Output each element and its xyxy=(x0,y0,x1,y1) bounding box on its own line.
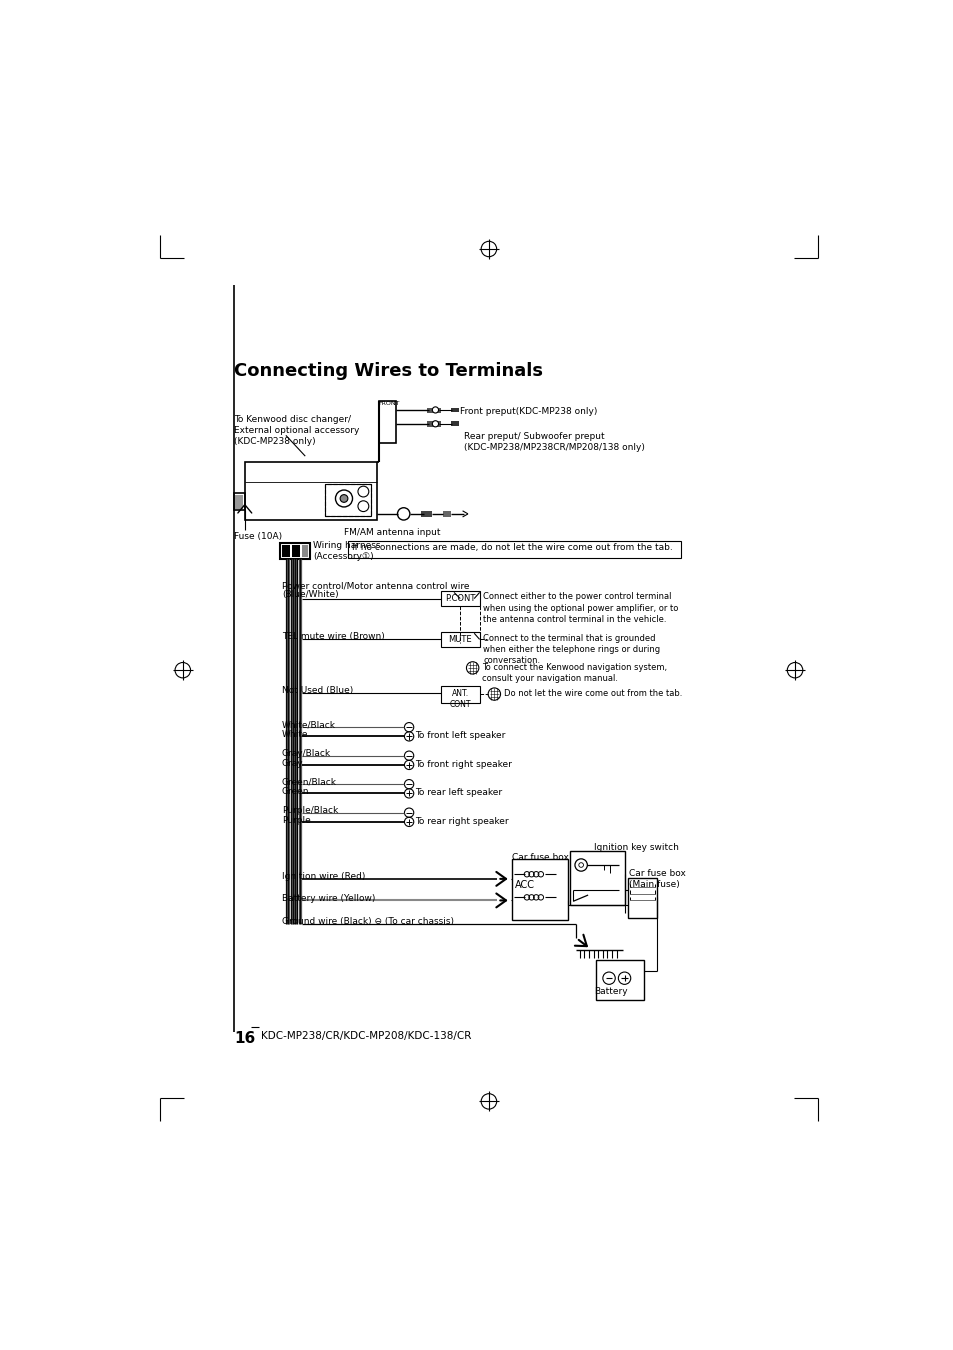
Text: FRONT: FRONT xyxy=(378,401,400,406)
Bar xyxy=(440,632,479,647)
Text: FM/AM antenna input: FM/AM antenna input xyxy=(344,528,440,537)
Text: Connect to the terminal that is grounded
when either the telephone rings or duri: Connect to the terminal that is grounded… xyxy=(483,634,659,666)
Bar xyxy=(440,591,479,606)
Text: Car fuse box: Car fuse box xyxy=(511,853,568,861)
Bar xyxy=(302,544,308,558)
Text: Car fuse box
(Main fuse): Car fuse box (Main fuse) xyxy=(629,869,685,888)
Bar xyxy=(280,543,310,559)
Text: Not Used (Blue): Not Used (Blue) xyxy=(282,686,353,695)
Text: To rear right speaker: To rear right speaker xyxy=(415,817,508,825)
Text: Do not let the wire come out from the tab.: Do not let the wire come out from the ta… xyxy=(503,688,681,698)
Circle shape xyxy=(432,421,438,427)
Bar xyxy=(233,493,245,510)
Bar xyxy=(570,850,624,904)
Text: Gray: Gray xyxy=(282,759,303,768)
Bar xyxy=(427,408,440,413)
Text: ACC: ACC xyxy=(514,880,534,891)
Text: P.CONT: P.CONT xyxy=(445,594,475,603)
Bar xyxy=(451,408,458,412)
Circle shape xyxy=(432,406,438,413)
Text: To front left speaker: To front left speaker xyxy=(415,732,505,740)
Bar xyxy=(443,510,451,517)
Text: KDC-MP238/CR/KDC-MP208/KDC-138/CR: KDC-MP238/CR/KDC-MP208/KDC-138/CR xyxy=(261,1030,471,1041)
Text: If no connections are made, do not let the wire come out from the tab.: If no connections are made, do not let t… xyxy=(352,543,672,552)
Text: Power control/Motor antenna control wire: Power control/Motor antenna control wire xyxy=(282,582,469,591)
Text: ANT.
CONT: ANT. CONT xyxy=(449,688,471,709)
Bar xyxy=(596,960,643,1000)
Text: To front right speaker: To front right speaker xyxy=(415,760,512,768)
Text: (Blue/White): (Blue/White) xyxy=(282,590,338,599)
Text: To Kenwood disc changer/
External optional accessory
(KDC-MP238 only): To Kenwood disc changer/ External option… xyxy=(233,414,359,446)
Bar xyxy=(324,483,371,516)
Text: Ground wire (Black) ⊖ (To car chassis): Ground wire (Black) ⊖ (To car chassis) xyxy=(282,917,454,926)
Text: Ignition key switch: Ignition key switch xyxy=(593,844,678,852)
Text: Purple: Purple xyxy=(282,815,311,825)
Text: Gray/Black: Gray/Black xyxy=(282,749,331,757)
Text: Green/Black: Green/Black xyxy=(282,778,336,786)
Bar xyxy=(235,494,243,509)
Bar xyxy=(421,510,432,517)
Bar xyxy=(324,483,371,516)
Text: Rear preput/ Subwoofer preput
(KDC-MP238/MP238CR/MP208/138 only): Rear preput/ Subwoofer preput (KDC-MP238… xyxy=(464,432,644,452)
Circle shape xyxy=(578,863,583,867)
Text: Battery: Battery xyxy=(594,987,627,996)
Bar xyxy=(282,544,290,558)
Text: Purple/Black: Purple/Black xyxy=(282,806,338,814)
Text: Ignition wire (Red): Ignition wire (Red) xyxy=(282,872,365,882)
Text: Battery wire (Yellow): Battery wire (Yellow) xyxy=(282,894,375,903)
Bar xyxy=(440,686,479,702)
Circle shape xyxy=(340,494,348,502)
Bar xyxy=(245,462,376,520)
Text: 16: 16 xyxy=(233,1030,255,1045)
Text: Fuse (10A): Fuse (10A) xyxy=(233,532,282,540)
Text: Connect either to the power control terminal
when using the optional power ampli: Connect either to the power control term… xyxy=(483,593,679,624)
Text: TEL mute wire (Brown): TEL mute wire (Brown) xyxy=(282,632,384,641)
Text: White: White xyxy=(282,730,308,740)
Text: Wiring harness
(Accessory①): Wiring harness (Accessory①) xyxy=(313,541,380,562)
Bar xyxy=(348,541,680,558)
Text: Front preput(KDC-MP238 only): Front preput(KDC-MP238 only) xyxy=(459,406,597,416)
Text: To rear left speaker: To rear left speaker xyxy=(415,788,502,796)
Text: Connecting Wires to Terminals: Connecting Wires to Terminals xyxy=(233,362,542,381)
Bar xyxy=(292,544,299,558)
Bar xyxy=(427,421,440,427)
Text: Green: Green xyxy=(282,787,309,796)
Text: White/Black: White/Black xyxy=(282,721,335,729)
Bar xyxy=(378,401,395,443)
Bar xyxy=(627,878,657,918)
Bar xyxy=(512,859,567,921)
Text: To connect the Kenwood navigation system,
consult your navigation manual.: To connect the Kenwood navigation system… xyxy=(481,663,666,683)
Text: MUTE: MUTE xyxy=(448,634,472,644)
Bar xyxy=(451,421,458,427)
